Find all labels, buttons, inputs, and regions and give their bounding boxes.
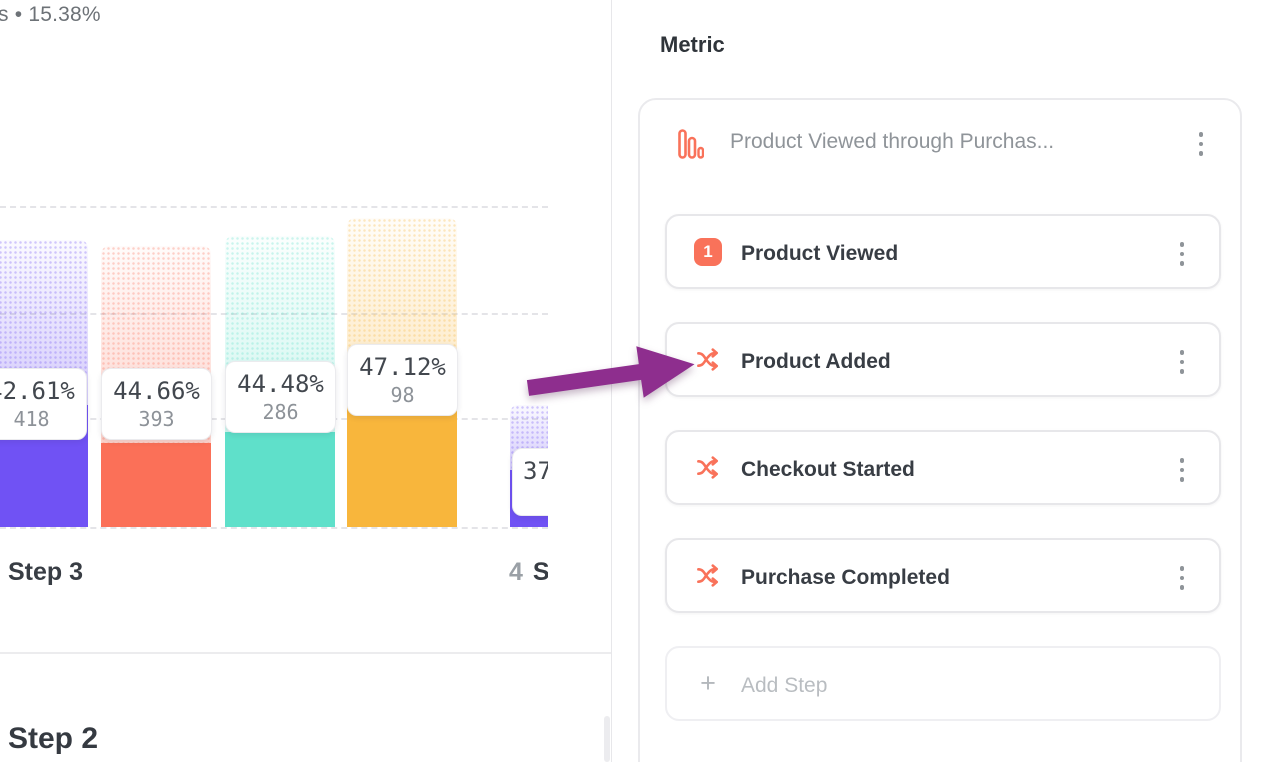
- conversion-value-box: 44.66% 393: [101, 368, 212, 440]
- kebab-menu-icon[interactable]: [1190, 128, 1212, 160]
- section-divider: [0, 652, 611, 654]
- kebab-menu-icon[interactable]: [1171, 454, 1193, 486]
- chart-gridline: [0, 313, 548, 315]
- step2-section-heading: Step 2: [8, 722, 99, 755]
- conversion-count: 286: [262, 400, 299, 424]
- chart-gridline: [0, 527, 548, 529]
- chart-gridline: [0, 206, 548, 208]
- conversion-percent: 44.48%: [237, 370, 324, 398]
- conversion-count: 418: [13, 407, 50, 431]
- add-step-button[interactable]: + Add Step: [665, 646, 1221, 721]
- metric-card-title: Product Viewed through Purchas...: [730, 130, 1055, 153]
- metric-step-row-product-viewed[interactable]: 1 Product Viewed: [665, 214, 1221, 289]
- funnel-bar-converted: [101, 443, 211, 527]
- step-label: Product Viewed: [741, 242, 899, 265]
- metric-card: Product Viewed through Purchas... 1 Produ…: [638, 98, 1242, 762]
- shuffle-icon: [693, 432, 723, 503]
- add-step-label: Add Step: [741, 674, 828, 697]
- x-axis-label-step3: Step 3: [8, 558, 84, 586]
- step-number-badge: 1: [693, 216, 723, 287]
- metric-card-header[interactable]: Product Viewed through Purchas...: [640, 100, 1240, 196]
- conversion-value-box: 44.48% 286: [225, 361, 336, 433]
- plus-icon: +: [700, 668, 716, 698]
- metric-step-row-purchase-completed[interactable]: Purchase Completed: [665, 538, 1221, 613]
- shuffle-icon: [693, 540, 723, 611]
- funnel-bar-converted: [225, 432, 335, 527]
- conversion-count: 98: [390, 383, 415, 407]
- conversion-summary-label: s • 15.38%: [0, 3, 101, 26]
- metric-step-row-checkout-started[interactable]: Checkout Started: [665, 430, 1221, 505]
- conversion-percent: 42.61%: [0, 377, 75, 405]
- conversion-value-box: 37: [512, 448, 548, 516]
- funnel-chart-panel: s • 15.38% 42.61%41844.66%39344.48%28647…: [0, 0, 611, 762]
- kebab-menu-icon[interactable]: [1171, 238, 1193, 270]
- conversion-count: 393: [138, 407, 175, 431]
- kebab-menu-icon[interactable]: [1171, 346, 1193, 378]
- kebab-menu-icon[interactable]: [1171, 562, 1193, 594]
- conversion-percent: 37: [523, 457, 548, 485]
- step-label: Product Added: [741, 350, 891, 373]
- shuffle-icon: [693, 324, 723, 395]
- step-number-badge: 1: [694, 237, 722, 266]
- funnel-chart: s • 15.38% 42.61%41844.66%39344.48%28647…: [0, 0, 548, 652]
- metric-panel-heading: Metric: [660, 32, 725, 57]
- conversion-value-box: 47.12% 98: [347, 344, 458, 416]
- metric-step-row-product-added[interactable]: Product Added: [665, 322, 1221, 397]
- conversion-value-box: 42.61%418: [0, 368, 87, 440]
- metric-config-panel: Metric Product Viewed through Purchas...…: [612, 0, 1264, 762]
- funnel-bar-chart-icon: [678, 129, 705, 159]
- step-label: Purchase Completed: [741, 566, 950, 589]
- conversion-percent: 44.66%: [113, 377, 200, 405]
- scrollbar-thumb[interactable]: [604, 716, 610, 762]
- conversion-percent: 47.12%: [359, 353, 446, 381]
- step-label: Checkout Started: [741, 458, 915, 481]
